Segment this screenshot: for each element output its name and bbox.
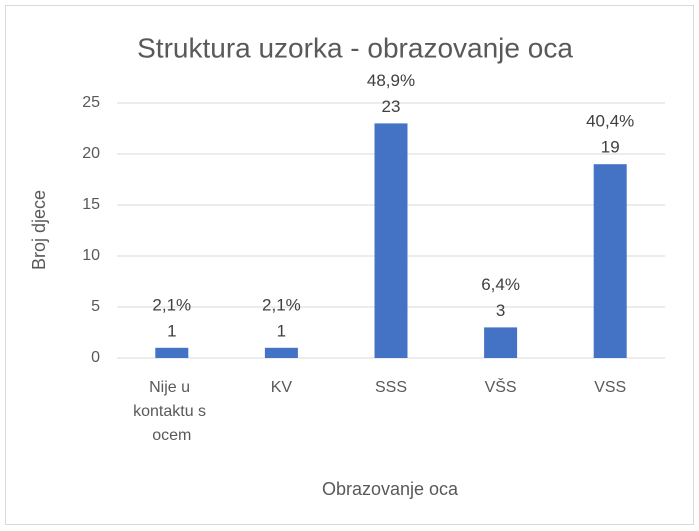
percentage-label: 48,9%: [367, 71, 415, 90]
percentage-label: 6,4%: [481, 275, 520, 294]
data-label: 3: [496, 301, 505, 320]
x-tick-label: VŠS: [485, 377, 517, 396]
bar: [593, 164, 627, 358]
y-tick-label: 0: [91, 349, 100, 366]
percentage-label: 40,4%: [586, 112, 634, 131]
y-axis-title: Broj djece: [29, 190, 49, 270]
y-tick-label: 20: [82, 145, 100, 162]
x-tick-label: KV: [271, 379, 293, 396]
data-label: 19: [601, 138, 620, 157]
bar: [374, 123, 408, 359]
data-label: 1: [167, 321, 176, 340]
y-tick-label: 25: [82, 94, 100, 111]
bar: [484, 327, 518, 358]
bar: [264, 347, 298, 358]
x-tick-label: VSS: [594, 379, 626, 396]
percentage-label: 2,1%: [262, 295, 301, 314]
bar: [155, 347, 189, 358]
data-label: 1: [277, 321, 286, 340]
y-tick-label: 5: [91, 298, 100, 315]
chart-title: Struktura uzorka - obrazovanje oca: [137, 32, 573, 63]
y-tick-label: 15: [82, 196, 100, 213]
x-tick-label: SSS: [375, 379, 407, 396]
percentage-label: 2,1%: [152, 295, 191, 314]
x-axis-title: Obrazovanje oca: [322, 479, 459, 499]
y-tick-label: 10: [82, 247, 100, 264]
chart-border: [5, 5, 694, 525]
data-label: 23: [382, 97, 401, 116]
x-tick-label: Nije u kontaktu s ocem: [133, 379, 210, 444]
